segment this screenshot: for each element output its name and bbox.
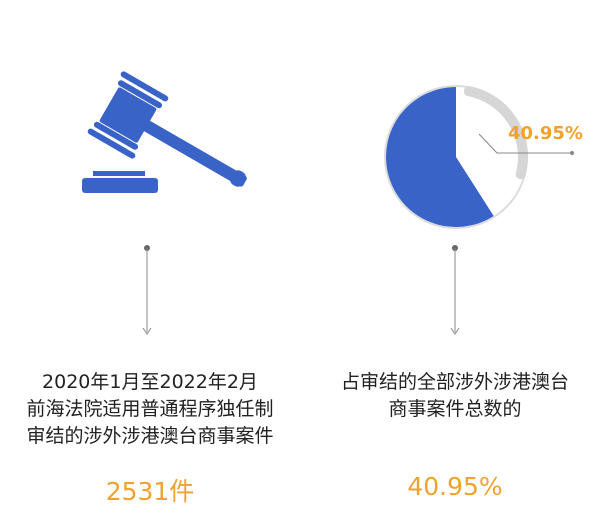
right-description-line: 占审结的全部涉外涉港澳台	[340, 371, 569, 393]
right-connector	[450, 245, 460, 335]
left-description-line: 审结的涉外涉港澳台商事案件	[26, 425, 274, 447]
right-value: 40.95%	[407, 472, 503, 501]
left-description-line: 2020年1月至2022年2月	[42, 371, 258, 393]
gavel-icon	[82, 71, 247, 193]
right-description: 占审结的全部涉外涉港澳台 商事案件总数的	[305, 369, 600, 423]
left-value: 2531件	[105, 477, 195, 506]
left-description-line: 前海法院适用普通程序独任制	[26, 398, 274, 420]
left-description: 2020年1月至2022年2月 前海法院适用普通程序独任制 审结的涉外涉港澳台商…	[0, 369, 300, 450]
pie-slice-remaining	[386, 87, 494, 227]
leader-dot	[570, 151, 574, 155]
pie-highlight-arc	[463, 86, 528, 180]
pie-percent-label: 40.95%	[508, 123, 583, 144]
left-connector	[142, 245, 152, 335]
pie-leader-line	[478, 133, 572, 154]
right-description-line: 商事案件总数的	[388, 398, 522, 420]
